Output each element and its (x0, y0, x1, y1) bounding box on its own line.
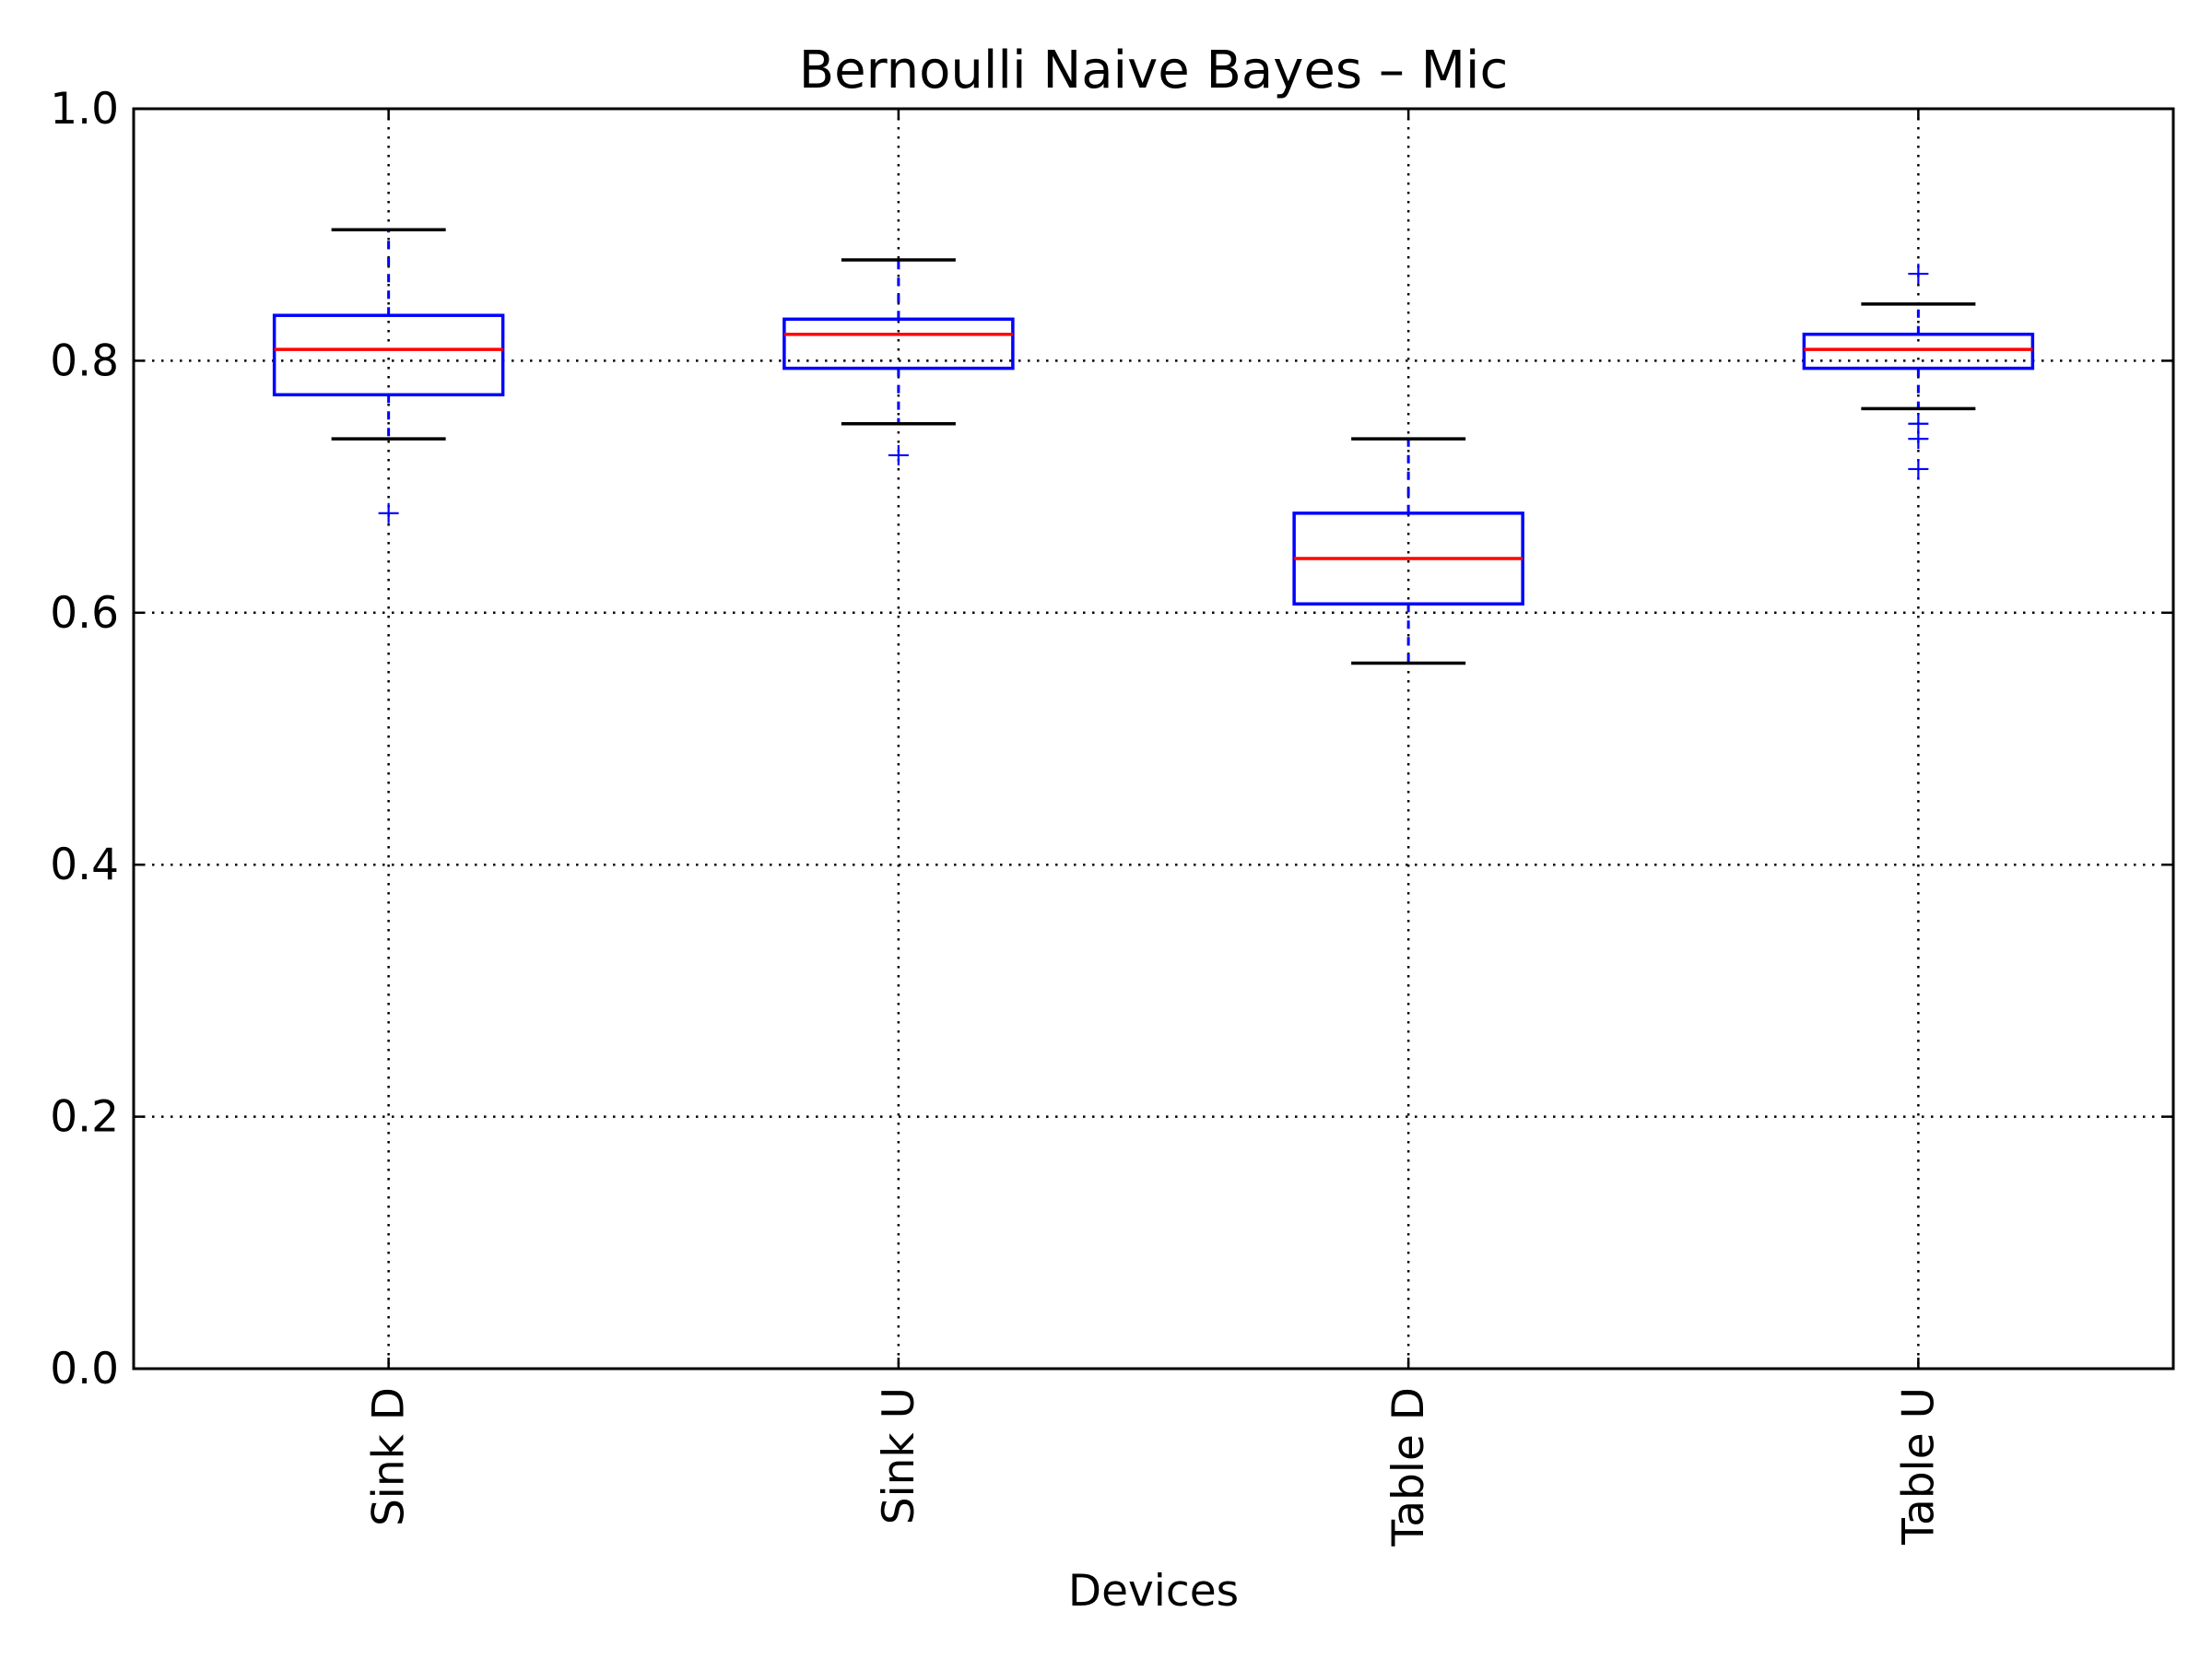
outlier-marker (1908, 458, 1929, 479)
y-tick-label: 0.8 (50, 335, 119, 386)
y-tick-label: 0.2 (50, 1092, 119, 1143)
y-tick-label: 1.0 (50, 84, 119, 135)
y-tick-label: 0.4 (50, 840, 119, 890)
iqr-box (782, 317, 1015, 371)
iqr-box (1802, 332, 2035, 371)
tick-marks (134, 107, 2173, 1371)
outlier-marker (1908, 429, 1929, 450)
outlier-marker (888, 444, 909, 465)
x-tick-label: Table D (1383, 1387, 1434, 1547)
x-tick-label: Sink D (364, 1387, 415, 1526)
outlier-marker (1908, 264, 1929, 285)
y-tick-label: 0.6 (50, 588, 119, 639)
iqr-box (272, 313, 505, 397)
tick-labels: 0.0 0.2 0.4 0.6 0.8 1.0 Sink D Sink U Table D Tab… (50, 84, 1944, 1547)
x-tick-label: Sink U (874, 1387, 924, 1524)
plot-frame (132, 107, 2175, 1371)
y-tick-label: 0.0 (50, 1344, 119, 1394)
x-tick-label: Table U (1893, 1387, 1944, 1546)
x-axis-label: Devices (1068, 1566, 1239, 1617)
chart-title: Bernoulli Naive Bayes – Mic (799, 41, 1509, 100)
outlier-marker (378, 502, 399, 524)
box-elements (272, 228, 2035, 665)
